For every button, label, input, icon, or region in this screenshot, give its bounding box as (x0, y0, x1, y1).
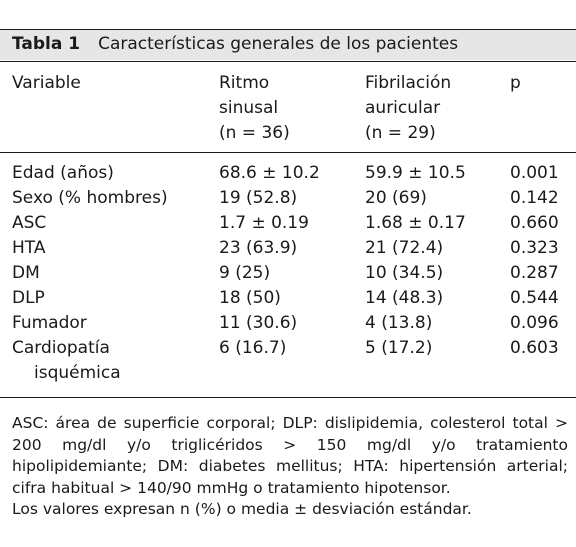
row-fibrilacion-value: 59.9 ± 10.5 (365, 163, 466, 183)
table-number: Tabla 1 (12, 34, 81, 54)
row-fibrilacion-value: 10 (34.5) (365, 263, 444, 283)
row-ritmo-value: 1.7 ± 0.19 (219, 213, 309, 233)
row-variable: Sexo (% hombres) (12, 188, 168, 208)
row-fibrilacion-value: 14 (48.3) (365, 288, 444, 308)
row-p-value: 0.287 (510, 263, 559, 283)
row-variable: Edad (años) (12, 163, 114, 183)
row-fibrilacion-value: 1.68 ± 0.17 (365, 213, 466, 233)
row-fibrilacion-value: 20 (69) (365, 188, 427, 208)
table-caption: Tabla 1 Características generales de los … (12, 33, 458, 55)
footnote-values-note: Los valores expresan n (%) o media ± des… (12, 500, 472, 518)
caption-band (0, 30, 576, 60)
row-ritmo-value: 6 (16.7) (219, 338, 287, 358)
row-ritmo-value: 11 (30.6) (219, 313, 298, 333)
row-p-value: 0.544 (510, 288, 559, 308)
header-fibrilacion-line3: (n = 29) (365, 123, 436, 143)
row-variable: ASC (12, 213, 47, 233)
header-fibrilacion-line2: auricular (365, 98, 441, 118)
row-ritmo-value: 23 (63.9) (219, 238, 298, 258)
row-fibrilacion-value: 21 (72.4) (365, 238, 444, 258)
bottom-rule (0, 397, 576, 398)
row-fibrilacion-value: 4 (13.8) (365, 313, 433, 333)
row-p-value: 0.142 (510, 188, 559, 208)
row-p-value: 0.096 (510, 313, 559, 333)
row-variable: DM (12, 263, 40, 283)
row-ritmo-value: 9 (25) (219, 263, 271, 283)
header-rule (0, 152, 576, 153)
row-ritmo-value: 18 (50) (219, 288, 281, 308)
footnote-abbreviations: ASC: área de superficie corporal; DLP: d… (12, 414, 568, 497)
row-variable-continuation: isquémica (34, 363, 121, 383)
row-p-value: 0.001 (510, 163, 559, 183)
row-p-value: 0.603 (510, 338, 559, 358)
header-ritmo-line2: sinusal (219, 98, 279, 118)
row-variable: HTA (12, 238, 46, 258)
row-p-value: 0.323 (510, 238, 559, 258)
header-fibrilacion-line1: Fibrilación (365, 73, 452, 93)
caption-rule (0, 61, 576, 62)
row-variable: Cardiopatía (12, 338, 110, 358)
row-variable: Fumador (12, 313, 87, 333)
top-rule (0, 29, 576, 30)
header-variable: Variable (12, 73, 81, 93)
table-title: Características generales de los pacient… (98, 34, 459, 54)
header-p: p (510, 73, 521, 93)
header-ritmo-line1: Ritmo (219, 73, 270, 93)
row-variable: DLP (12, 288, 45, 308)
header-ritmo-line3: (n = 36) (219, 123, 290, 143)
row-ritmo-value: 68.6 ± 10.2 (219, 163, 320, 183)
row-p-value: 0.660 (510, 213, 559, 233)
table-footnote: ASC: área de superficie corporal; DLP: d… (12, 413, 568, 521)
row-fibrilacion-value: 5 (17.2) (365, 338, 433, 358)
row-ritmo-value: 19 (52.8) (219, 188, 298, 208)
